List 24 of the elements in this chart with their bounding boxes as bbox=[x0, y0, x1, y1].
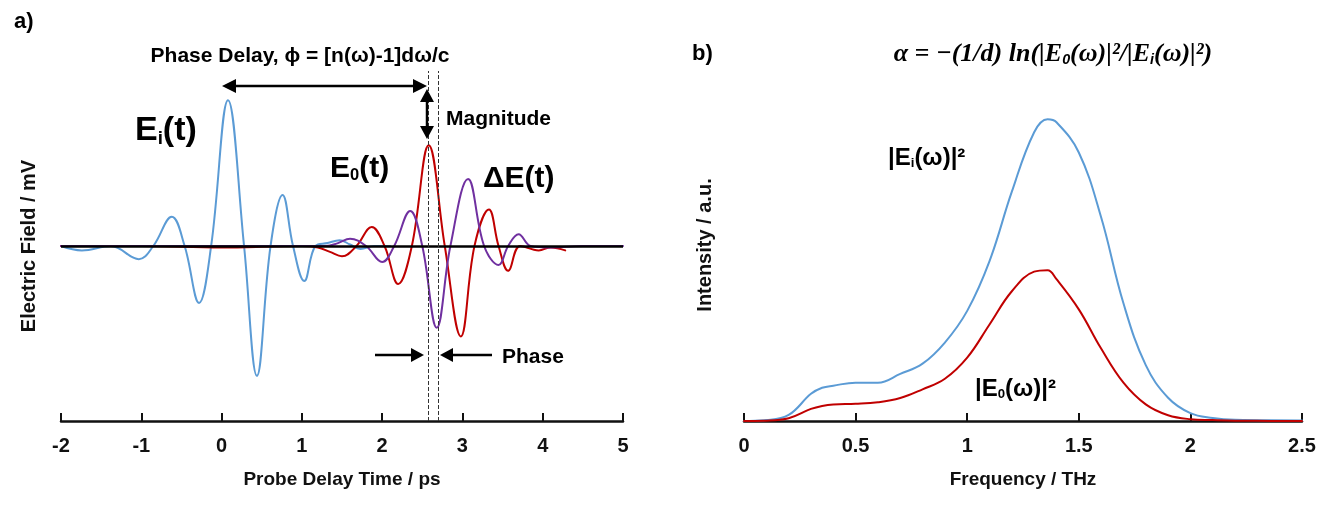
x-axis-title: Probe Delay Time / ps bbox=[243, 468, 441, 489]
series-label: ΔE(t) bbox=[483, 159, 555, 193]
x-tick-label: 2.5 bbox=[1288, 434, 1316, 456]
x-tick-label: 1 bbox=[296, 434, 308, 456]
annotation: Phase bbox=[502, 343, 564, 367]
x-tick-label: -1 bbox=[132, 434, 151, 456]
x-axis-title: Frequency / THz bbox=[949, 468, 1097, 489]
x-tick-label: 0 bbox=[738, 434, 750, 456]
y-axis-title: Intensity / a.u. bbox=[693, 178, 715, 312]
x-tick-label: 5 bbox=[617, 434, 629, 456]
x-tick-label: 4 bbox=[537, 434, 550, 456]
x-tick-label: 0 bbox=[216, 434, 228, 456]
x-tick-label: 1 bbox=[961, 434, 973, 456]
x-tick-label: 2 bbox=[1184, 434, 1196, 456]
x-tick-label: -2 bbox=[52, 434, 70, 456]
annotation: Magnitude bbox=[446, 105, 551, 129]
text: a) bbox=[14, 7, 34, 33]
y-axis-title: Electric Field / mV bbox=[17, 159, 39, 333]
x-tick-label: 3 bbox=[456, 434, 468, 456]
x-tick-label: 1.5 bbox=[1064, 434, 1093, 456]
text: b) bbox=[692, 39, 713, 65]
x-tick-label: 0.5 bbox=[841, 434, 870, 456]
text: Phase Delay, ϕ = [n(ω)-1]dω/c bbox=[150, 42, 450, 66]
x-tick-label: 2 bbox=[376, 434, 388, 456]
